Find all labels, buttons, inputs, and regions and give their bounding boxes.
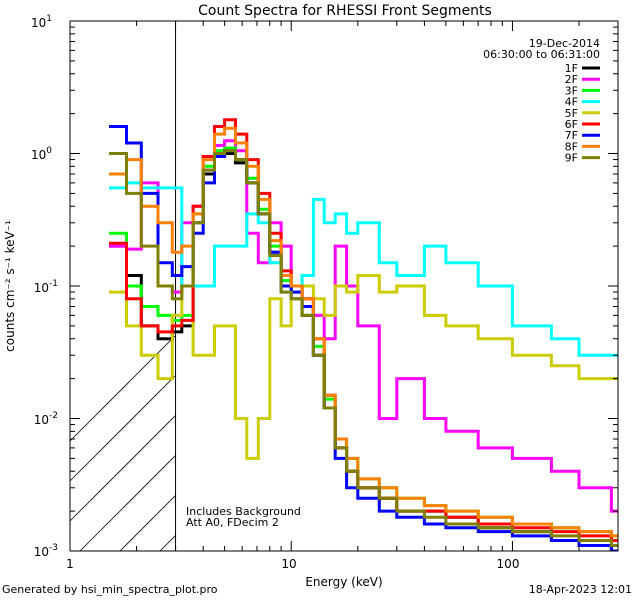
y-tick-label: 10-2: [34, 411, 58, 427]
generator-note: Generated by hsi_min_spectra_plot.pro: [2, 583, 218, 596]
series-line-7F: [109, 125, 618, 551]
series-line-5F: [109, 274, 618, 460]
legend-label: 5F: [565, 107, 578, 120]
x-tick-label: 1: [66, 557, 74, 571]
series-line-4F: [109, 181, 618, 357]
y-tick-labels: 101 100 10-1 10-2 10-3: [31, 14, 58, 559]
series-lines: [109, 118, 618, 551]
y-tick-label: 10-3: [34, 543, 58, 559]
x-tick-label: 100: [497, 557, 520, 571]
y-axis-label: counts cm⁻² s⁻¹ keV⁻¹: [3, 220, 17, 352]
legend-label: 1F: [565, 62, 578, 75]
legend-label: 4F: [565, 96, 578, 109]
series-line-6F: [109, 118, 618, 542]
y-tick-label: 101: [31, 14, 52, 30]
legend-label: 6F: [565, 118, 578, 131]
y-tick-label: 100: [31, 146, 52, 162]
legend-label: 3F: [565, 84, 578, 97]
chart-title: Count Spectra for RHESSI Front Segments: [198, 3, 492, 19]
hatch-line: [119, 495, 176, 552]
time-range-label: 06:30:00 to 06:31:00: [483, 48, 600, 61]
hatch-line: [159, 535, 176, 552]
legend-label: 2F: [565, 73, 578, 86]
series-line-8F: [109, 126, 618, 538]
legend-label: 7F: [565, 129, 578, 142]
hatch-line: [69, 375, 176, 482]
hatch-line: [69, 335, 176, 442]
y-tick-label: 10-1: [34, 279, 58, 295]
hatch-line: [69, 415, 176, 522]
x-axis-label: Energy (keV): [305, 575, 382, 589]
generated-timestamp: 18-Apr-2023 12:01: [528, 583, 632, 596]
axis-ticks: [69, 21, 619, 552]
date-label: 19-Dec-2014: [529, 37, 600, 50]
excluded-energy-hatch: [69, 21, 177, 552]
hatch-line: [79, 455, 176, 552]
x-tick-labels: 1 10 100: [66, 557, 519, 571]
series-line-1F: [109, 152, 618, 551]
series-line-9F: [109, 149, 618, 547]
x-tick-label: 10: [281, 557, 296, 571]
background-note: Includes Background: [186, 505, 301, 518]
attenuator-note: Att A0, FDecim 2: [186, 516, 279, 529]
legend-label: 8F: [565, 140, 578, 153]
legend-label: 9F: [565, 152, 578, 165]
